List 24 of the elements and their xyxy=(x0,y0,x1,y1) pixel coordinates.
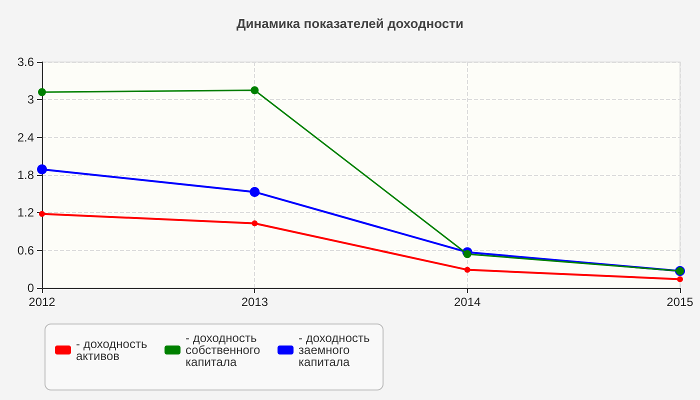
x-tick-label: 2015 xyxy=(666,295,694,309)
legend-label: - доходность собственного капитала xyxy=(186,331,264,369)
x-tick-label: 2012 xyxy=(28,295,56,309)
point xyxy=(252,220,258,226)
point xyxy=(250,86,259,94)
legend-label: - доходность активов xyxy=(76,337,151,363)
y-tick-label: 0.6 xyxy=(17,243,34,258)
point xyxy=(677,276,683,282)
legend-label: - доходность заемного капитала xyxy=(298,331,374,369)
point xyxy=(250,186,260,197)
x-tick-label: 2013 xyxy=(241,295,268,309)
point xyxy=(39,210,45,217)
chart-title: Динамика показателей доходности xyxy=(236,16,464,31)
y-tick-label: 3 xyxy=(27,92,34,107)
y-tick-label: 2.4 xyxy=(17,130,34,144)
point xyxy=(38,88,46,96)
y-tick-label: 1.2 xyxy=(17,206,34,220)
y-tick-label: 0 xyxy=(27,281,34,295)
point xyxy=(464,266,470,273)
point xyxy=(463,250,472,258)
y-tick-label: 3.6 xyxy=(17,55,34,69)
point xyxy=(37,164,47,174)
y-tick-label: 1.8 xyxy=(17,168,34,182)
x-tick-label: 2014 xyxy=(454,295,482,309)
